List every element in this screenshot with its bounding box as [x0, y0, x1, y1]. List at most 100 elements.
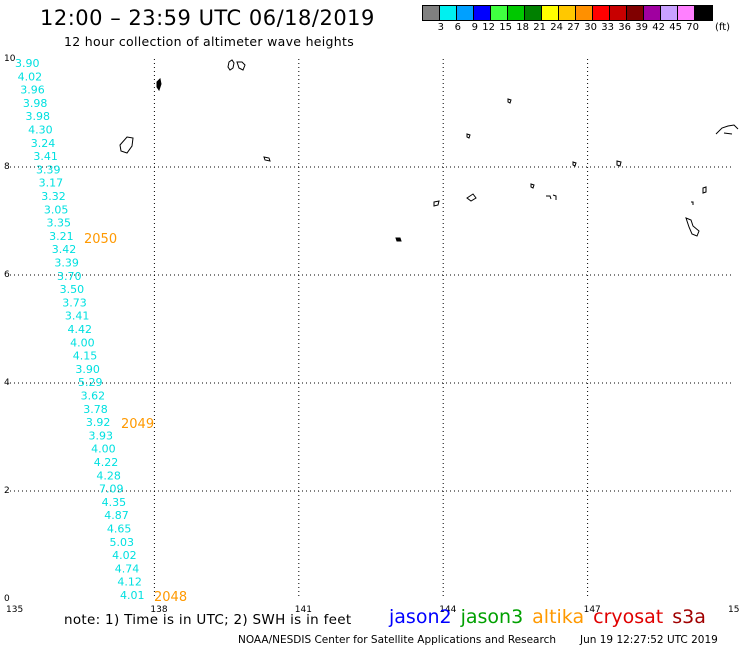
units-note: note: 1) Time is in UTC; 2) SWH is in fe…: [64, 612, 352, 628]
longitude-label: 150: [728, 605, 740, 615]
wave-height-value: 3.39: [36, 163, 61, 176]
wave-height-value: 3.32: [41, 190, 66, 203]
color-scale-label: 3: [437, 22, 444, 33]
wave-height-value: 3.92: [86, 416, 111, 429]
color-scale-label: 18: [516, 22, 529, 33]
latitude-label: 6: [4, 270, 10, 280]
wave-height-value: 4.35: [102, 496, 127, 509]
wave-height-value: 3.90: [15, 57, 40, 70]
wave-height-value: 5.29: [78, 376, 103, 389]
wave-height-value: 5.03: [110, 536, 135, 549]
island-outline: [433, 200, 440, 207]
axis-tick-labels: 135 138 141 144 147 150 10 8 6 4 2 0: [4, 54, 740, 615]
wave-height-value: 3.50: [60, 283, 85, 296]
color-scale-label: 39: [635, 22, 648, 33]
island-outline: [616, 160, 622, 167]
longitude-label: 141: [295, 605, 312, 615]
wave-height-value: 4.42: [68, 323, 93, 336]
color-scale-label: 15: [499, 22, 512, 33]
color-swatch: [525, 6, 542, 20]
legend-jason3: jason3: [460, 606, 524, 628]
island-outline: [702, 186, 707, 194]
color-swatch: [695, 6, 712, 20]
island-outline: [546, 194, 557, 200]
wave-height-value: 4.02: [18, 70, 43, 83]
wave-height-value: 3.39: [54, 257, 79, 270]
wave-height-value: 3.24: [31, 137, 56, 150]
wave-height-value: 4.65: [107, 523, 132, 536]
color-swatch: [457, 6, 474, 20]
island-outline: [691, 201, 694, 205]
wave-height-value: 4.12: [117, 576, 142, 589]
credit-text: NOAA/NESDIS Center for Satellite Applica…: [238, 634, 556, 646]
island-outline: [395, 237, 402, 242]
color-swatch: [627, 6, 644, 20]
color-swatch: [610, 6, 627, 20]
color-scale-label: 12: [482, 22, 495, 33]
wave-height-value: 4.87: [104, 509, 129, 522]
latitude-label: 8: [4, 162, 10, 172]
island-outline: [466, 193, 477, 202]
island-outline: [263, 156, 271, 162]
island-outline: [227, 59, 235, 71]
wave-height-value: 3.41: [65, 310, 90, 323]
island-outline: [156, 77, 162, 92]
color-swatch: [491, 6, 508, 20]
wave-height-value: 3.90: [75, 363, 100, 376]
color-swatch: [576, 6, 593, 20]
color-scale-unit: (ft): [715, 22, 731, 33]
color-swatch: [508, 6, 525, 20]
orbit-number-labels: 2050 2049 2048: [84, 232, 187, 605]
color-scale-labels: 3 6 9 12 15 18 21 24 27 30 33 36 39 42 45 70: [427, 22, 699, 33]
wave-height-value: 3.05: [44, 203, 69, 216]
color-scale-label: 45: [669, 22, 682, 33]
wave-height-value: 3.42: [52, 243, 77, 256]
wave-height-value: 7.09: [99, 483, 124, 496]
color-scale-label: 21: [533, 22, 546, 33]
wave-height-value: 3.35: [47, 217, 72, 230]
wave-height-value: 3.62: [81, 390, 106, 403]
orbit-number: 2049: [121, 417, 154, 432]
latitude-label: 10: [4, 54, 16, 64]
satellite-legend: jason2 jason3 altika cryosat s3a: [389, 606, 715, 628]
color-swatch: [661, 6, 678, 20]
latitude-label: 2: [4, 486, 10, 496]
color-swatch: [423, 6, 440, 20]
island-outline: [572, 161, 577, 167]
color-scale-label: 70: [686, 22, 699, 33]
color-scale-label: 42: [652, 22, 665, 33]
legend-altika: altika: [532, 606, 585, 628]
wave-height-track: 3.904.023.963.983.984.303.243.413.393.17…: [15, 57, 145, 602]
longitude-label: 135: [6, 605, 23, 615]
island-coastlines: [119, 59, 739, 242]
color-swatch: [440, 6, 457, 20]
wave-height-value: 3.73: [62, 296, 87, 309]
wave-height-value: 3.96: [20, 84, 45, 97]
island-outline: [466, 133, 471, 139]
color-scale-label: 30: [584, 22, 597, 33]
color-scale-label: 9: [471, 22, 478, 33]
longitude-label: 147: [584, 605, 601, 615]
wave-height-value: 3.78: [83, 403, 108, 416]
wave-height-value: 3.93: [89, 429, 114, 442]
legend-s3a: s3a: [672, 606, 706, 628]
color-swatch: [474, 6, 491, 20]
wave-height-value: 4.02: [112, 549, 137, 562]
island-outline: [236, 61, 246, 71]
wave-height-value: 4.30: [28, 124, 53, 137]
color-scale-label: 6: [454, 22, 461, 33]
wave-height-value: 4.00: [91, 443, 116, 456]
lat-lon-grid: [10, 59, 732, 599]
color-swatch: [542, 6, 559, 20]
color-scale-label: 24: [550, 22, 563, 33]
wave-height-value: 4.00: [70, 336, 95, 349]
color-scale-label: 27: [567, 22, 580, 33]
wave-height-value: 4.01: [120, 589, 145, 602]
island-outline: [119, 136, 134, 154]
wave-height-value: 4.22: [94, 456, 119, 469]
wave-height-value: 3.21: [49, 230, 74, 243]
color-swatch: [678, 6, 695, 20]
wave-height-value: 3.17: [39, 177, 64, 190]
wave-height-value: 3.41: [33, 150, 58, 163]
